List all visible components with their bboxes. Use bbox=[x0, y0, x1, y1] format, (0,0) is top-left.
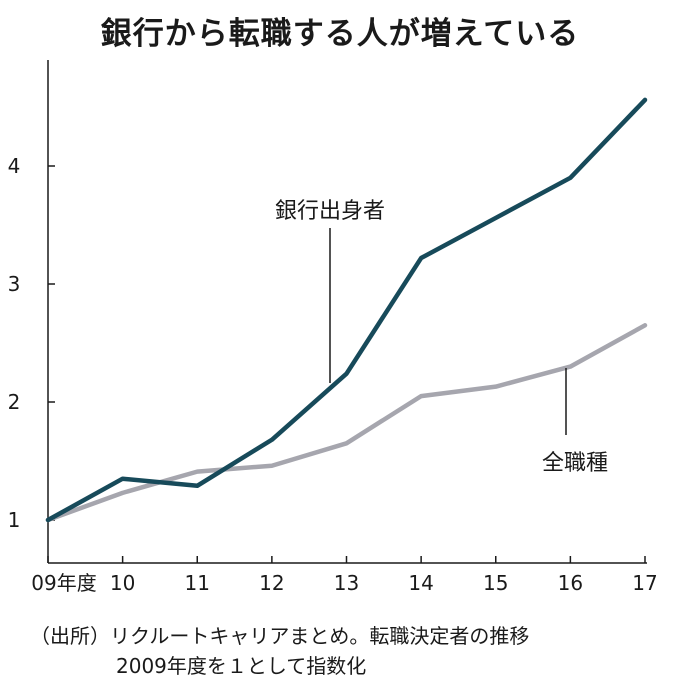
x-tick-label: 17 bbox=[632, 571, 657, 595]
chart-title: 銀行から転職する人が増えている bbox=[100, 16, 580, 52]
x-tick-label: 12 bbox=[259, 571, 284, 595]
y-tick-label: 4 bbox=[8, 154, 21, 178]
y-tick-label: 1 bbox=[8, 508, 21, 532]
series-label-0: 銀行出身者 bbox=[275, 199, 385, 224]
x-tick-label: 10 bbox=[110, 571, 135, 595]
series-label-1: 全職種 bbox=[542, 451, 608, 476]
x-tick-label: 14 bbox=[408, 571, 433, 595]
series-line-0 bbox=[45, 97, 648, 523]
series-line-1 bbox=[45, 323, 648, 523]
y-tick-label: 2 bbox=[8, 390, 21, 414]
x-tick-label: 11 bbox=[185, 571, 210, 595]
x-tick-label: 13 bbox=[334, 571, 359, 595]
index-note: 2009年度を１として指数化 bbox=[116, 654, 367, 678]
x-tick-label: 16 bbox=[558, 571, 583, 595]
source-note: （出所）リクルートキャリアまとめ。転職決定者の推移 bbox=[30, 624, 530, 648]
x-tick-label: 15 bbox=[483, 571, 508, 595]
x-tick-label: 09年度 bbox=[31, 571, 96, 595]
y-tick-label: 3 bbox=[8, 272, 21, 296]
